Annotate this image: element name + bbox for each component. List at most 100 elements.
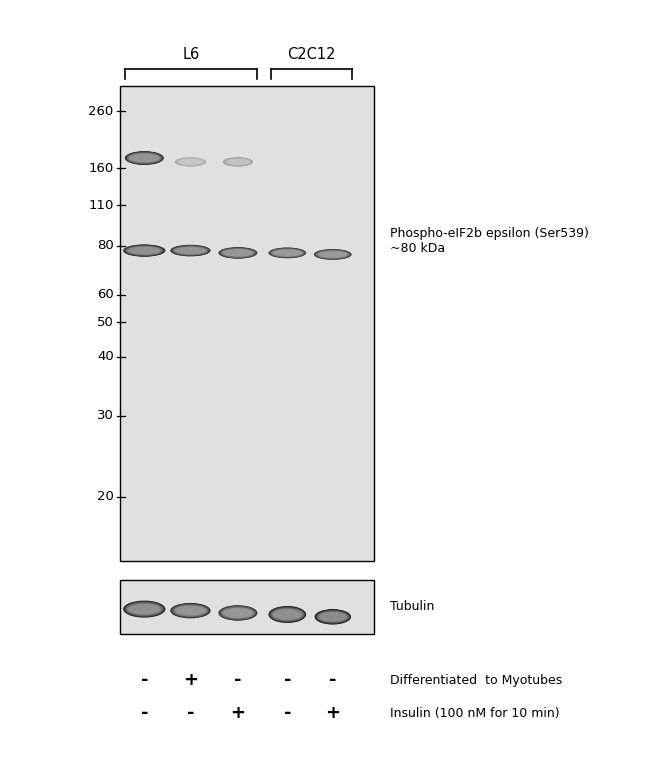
- Ellipse shape: [220, 248, 256, 258]
- Ellipse shape: [170, 603, 211, 618]
- Ellipse shape: [220, 248, 255, 258]
- Bar: [120, 86, 374, 561]
- Ellipse shape: [220, 247, 256, 258]
- Ellipse shape: [127, 153, 161, 163]
- Ellipse shape: [272, 609, 302, 620]
- Ellipse shape: [125, 601, 164, 617]
- Ellipse shape: [125, 245, 163, 256]
- Ellipse shape: [317, 611, 349, 623]
- Ellipse shape: [173, 246, 208, 255]
- Ellipse shape: [272, 608, 303, 621]
- Ellipse shape: [225, 158, 251, 166]
- Text: Differentiated  to Myotubes: Differentiated to Myotubes: [390, 674, 562, 686]
- Ellipse shape: [175, 606, 206, 615]
- Ellipse shape: [218, 247, 257, 258]
- Ellipse shape: [129, 604, 160, 614]
- Ellipse shape: [125, 602, 163, 616]
- Text: -: -: [283, 671, 291, 689]
- Ellipse shape: [126, 152, 162, 164]
- Ellipse shape: [220, 606, 256, 620]
- Ellipse shape: [175, 157, 206, 167]
- Bar: [120, 580, 374, 634]
- Ellipse shape: [172, 246, 209, 255]
- Ellipse shape: [177, 158, 204, 166]
- Ellipse shape: [127, 246, 162, 255]
- Ellipse shape: [176, 606, 205, 615]
- Ellipse shape: [126, 246, 162, 255]
- Text: +: +: [325, 704, 341, 722]
- Ellipse shape: [223, 250, 253, 256]
- Ellipse shape: [316, 250, 350, 259]
- Ellipse shape: [179, 159, 202, 165]
- Ellipse shape: [125, 151, 163, 165]
- Ellipse shape: [176, 607, 205, 614]
- Ellipse shape: [272, 609, 302, 620]
- Ellipse shape: [127, 247, 161, 254]
- Ellipse shape: [274, 250, 301, 256]
- Ellipse shape: [318, 251, 348, 258]
- Ellipse shape: [125, 245, 164, 256]
- Text: -: -: [234, 671, 242, 689]
- Ellipse shape: [172, 246, 209, 255]
- Ellipse shape: [128, 247, 161, 254]
- Ellipse shape: [220, 606, 256, 620]
- Ellipse shape: [171, 245, 210, 256]
- Ellipse shape: [223, 249, 253, 257]
- Text: C2C12: C2C12: [287, 47, 336, 62]
- Ellipse shape: [220, 607, 255, 619]
- Ellipse shape: [129, 154, 159, 162]
- Ellipse shape: [128, 153, 161, 163]
- Ellipse shape: [222, 249, 254, 257]
- Ellipse shape: [127, 603, 162, 615]
- Ellipse shape: [317, 251, 349, 258]
- Ellipse shape: [318, 251, 348, 258]
- Text: 50: 50: [97, 316, 114, 328]
- Ellipse shape: [124, 601, 165, 617]
- Ellipse shape: [175, 247, 206, 254]
- Ellipse shape: [273, 609, 302, 620]
- Ellipse shape: [315, 250, 350, 259]
- Text: 20: 20: [97, 490, 114, 503]
- Ellipse shape: [319, 612, 346, 621]
- Ellipse shape: [128, 604, 161, 614]
- Ellipse shape: [268, 606, 306, 623]
- Ellipse shape: [125, 151, 164, 165]
- Text: -: -: [187, 704, 194, 722]
- Ellipse shape: [218, 605, 257, 621]
- Text: 80: 80: [97, 240, 114, 252]
- Ellipse shape: [315, 250, 350, 259]
- Ellipse shape: [223, 157, 253, 167]
- Ellipse shape: [315, 609, 350, 625]
- Text: +: +: [230, 704, 246, 722]
- Ellipse shape: [130, 154, 159, 162]
- Ellipse shape: [318, 251, 347, 258]
- Ellipse shape: [124, 244, 165, 257]
- Ellipse shape: [176, 158, 205, 166]
- Ellipse shape: [177, 158, 204, 166]
- Ellipse shape: [274, 610, 301, 619]
- Ellipse shape: [319, 251, 346, 258]
- Text: ~80 kDa: ~80 kDa: [390, 242, 445, 254]
- Ellipse shape: [223, 608, 253, 618]
- Ellipse shape: [126, 603, 162, 615]
- Ellipse shape: [317, 611, 348, 623]
- Ellipse shape: [271, 608, 304, 621]
- Ellipse shape: [219, 605, 257, 621]
- Ellipse shape: [272, 249, 302, 257]
- Ellipse shape: [219, 247, 257, 258]
- Ellipse shape: [176, 247, 205, 254]
- Text: 160: 160: [88, 162, 114, 174]
- Ellipse shape: [320, 613, 346, 621]
- Ellipse shape: [176, 157, 205, 167]
- Ellipse shape: [318, 611, 348, 622]
- Ellipse shape: [174, 605, 207, 616]
- Text: -: -: [329, 671, 337, 689]
- Ellipse shape: [270, 248, 304, 258]
- Ellipse shape: [174, 247, 207, 254]
- Ellipse shape: [226, 159, 250, 165]
- Ellipse shape: [172, 604, 209, 617]
- Ellipse shape: [318, 612, 347, 621]
- Ellipse shape: [128, 247, 161, 254]
- Ellipse shape: [225, 158, 251, 166]
- Ellipse shape: [226, 159, 250, 165]
